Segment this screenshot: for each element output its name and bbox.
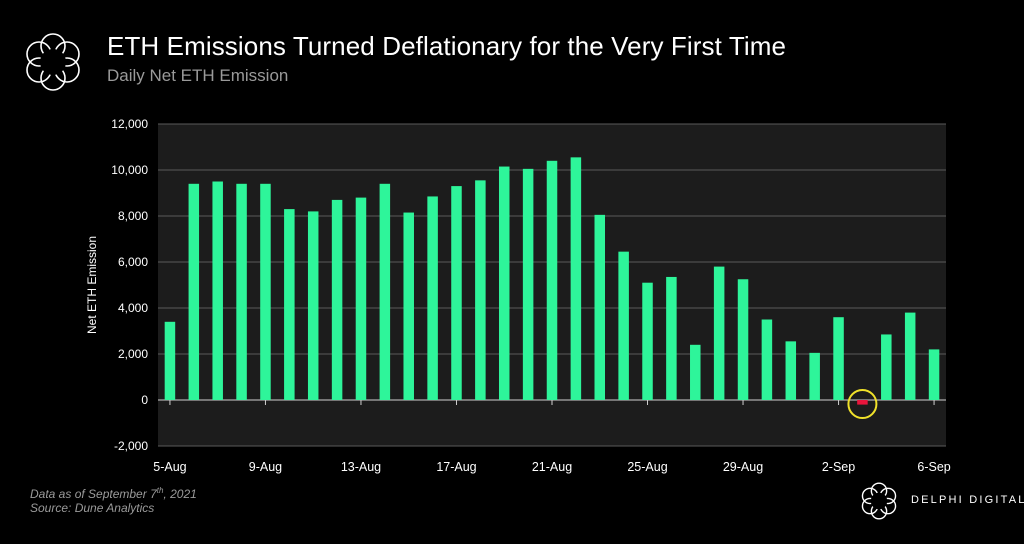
x-tick-label: 17-Aug: [436, 460, 476, 474]
bar: [379, 183, 391, 400]
delphi-logo-icon: [26, 33, 80, 91]
bar: [522, 168, 534, 400]
y-tick-label: 0: [141, 393, 148, 407]
x-tick-label: 6-Sep: [917, 460, 950, 474]
data-note: Data as of September 7th, 2021: [30, 486, 197, 501]
bar: [331, 199, 343, 400]
bar: [642, 282, 653, 400]
bar: [666, 276, 677, 400]
y-tick-label: -2,000: [114, 439, 148, 453]
bar: [403, 212, 414, 400]
bar: [498, 166, 510, 400]
y-axis-title: Net ETH Emission: [85, 236, 99, 334]
bar: [881, 334, 892, 400]
y-tick-label: 6,000: [118, 255, 148, 269]
bar: [475, 180, 486, 400]
x-tick-label: 29-Aug: [723, 460, 763, 474]
bar: [451, 186, 462, 400]
y-tick-label: 4,000: [118, 301, 148, 315]
bar: [690, 344, 701, 400]
bar: [427, 196, 438, 400]
x-tick-label: 9-Aug: [249, 460, 282, 474]
y-tick-label: 12,000: [111, 117, 148, 131]
x-tick-label: 13-Aug: [341, 460, 381, 474]
bar: [594, 214, 606, 400]
bar: [355, 197, 367, 400]
bar: [833, 317, 844, 400]
data-note-prefix: Data as of September 7: [30, 487, 157, 501]
page-title: ETH Emissions Turned Deflationary for th…: [107, 31, 787, 61]
data-note-sup: th: [156, 486, 164, 495]
bar: [188, 183, 200, 400]
bar: [928, 349, 940, 400]
bar: [164, 321, 176, 400]
x-tick-label: 21-Aug: [532, 460, 572, 474]
x-tick-label: 2-Sep: [822, 460, 855, 474]
y-tick-label: 2,000: [118, 347, 148, 361]
bar: [713, 266, 725, 400]
x-tick-label: 5-Aug: [153, 460, 186, 474]
bar: [904, 312, 916, 400]
source-note: Source: Dune Analytics: [30, 501, 155, 515]
bar: [761, 319, 773, 400]
bar: [260, 183, 271, 400]
bar: [618, 251, 629, 400]
bar: [570, 157, 582, 400]
bar: [737, 279, 749, 400]
brand-name: DELPHI DIGITAL: [911, 494, 1024, 506]
bar: [212, 181, 223, 400]
bar: [785, 341, 797, 400]
bar: [284, 209, 295, 400]
bar: [546, 160, 558, 400]
highlight-circle: [847, 389, 878, 419]
bar: [307, 211, 319, 400]
bar-negative: [857, 400, 868, 405]
bar: [809, 352, 820, 400]
y-tick-label: 8,000: [118, 209, 148, 223]
bar: [236, 183, 247, 400]
delphi-brand-icon: [861, 482, 897, 520]
data-note-suffix: , 2021: [163, 487, 197, 501]
x-tick-label: 25-Aug: [627, 460, 667, 474]
y-tick-label: 10,000: [111, 163, 148, 177]
page-subtitle: Daily Net ETH Emission: [107, 66, 289, 85]
